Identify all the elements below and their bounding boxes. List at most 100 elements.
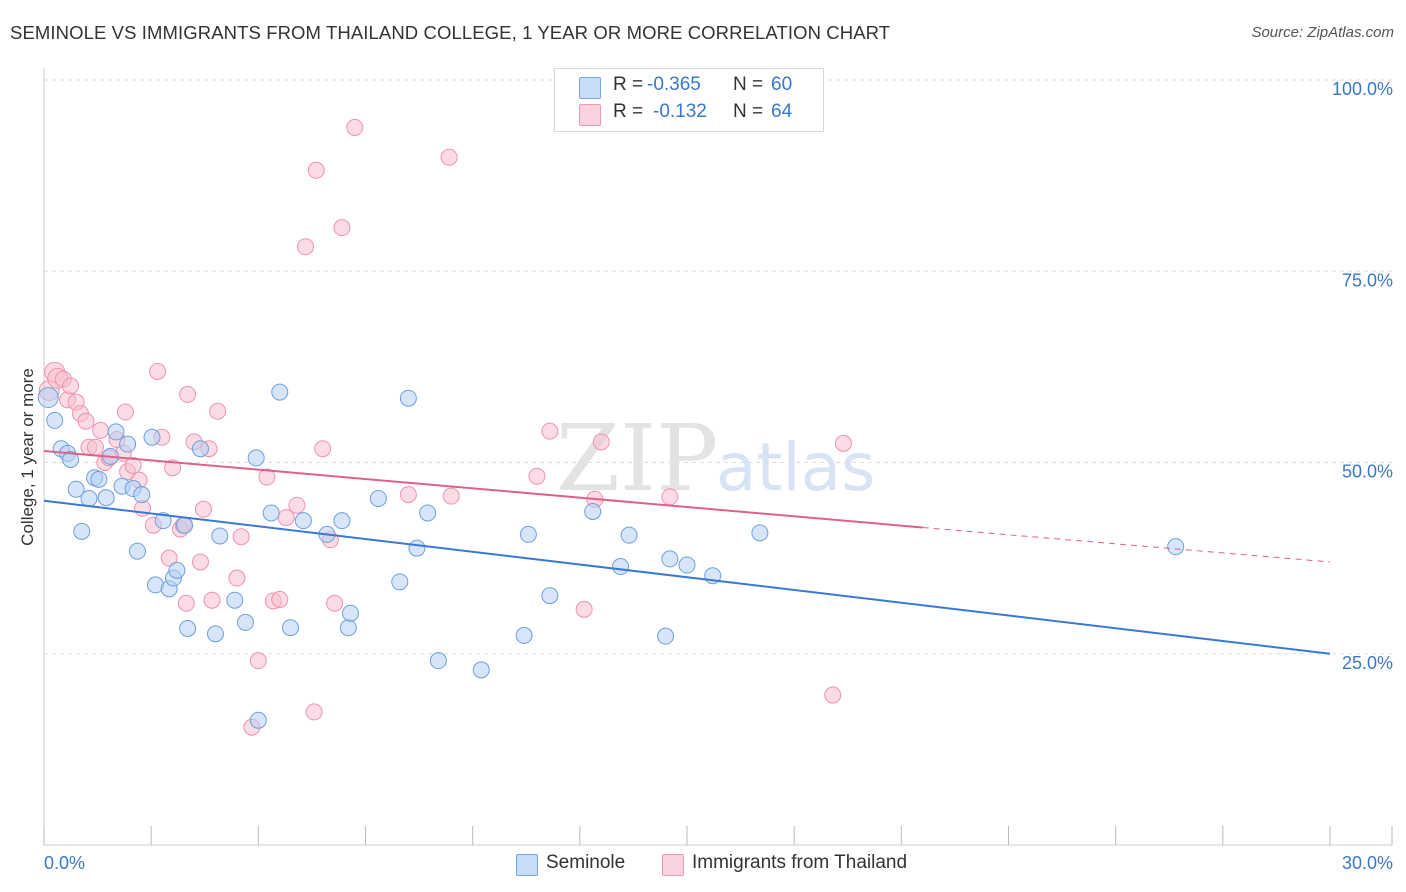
legend-r-value: -0.365 [647, 74, 701, 95]
thailand-point [824, 686, 842, 704]
x-tick-label: 30.0% [1342, 853, 1393, 873]
correlation-legend: R = -0.365 N = 60 R = -0.132 N = 64 [554, 68, 824, 132]
seminole-point [584, 502, 602, 520]
bottom-legend-swatch-thailand [662, 854, 684, 876]
seminole-trend-line [43, 499, 1331, 655]
thailand-point [160, 549, 178, 567]
seminole-point [472, 661, 490, 679]
legend-r-label: R = [613, 101, 644, 122]
seminole-point [271, 383, 289, 401]
seminole-point [678, 556, 696, 574]
seminole-point [341, 604, 359, 622]
thailand-point [149, 362, 167, 380]
seminole-point [541, 587, 559, 605]
seminole-point [519, 525, 537, 543]
seminole-point [661, 550, 679, 568]
seminole-point [62, 450, 80, 468]
seminole-point [515, 626, 533, 644]
thailand-trend-line [43, 450, 923, 529]
thailand-point [440, 148, 458, 166]
bottom-legend-label-seminole: Seminole [546, 852, 626, 873]
legend-n-label: N = [733, 101, 764, 122]
thailand-point [249, 652, 267, 670]
thailand-point [333, 219, 351, 237]
thailand-point [232, 528, 250, 546]
seminole-point [154, 512, 172, 530]
thailand-point [228, 569, 246, 587]
thailand-point [77, 412, 95, 430]
seminole-point [143, 428, 161, 446]
thailand-point [307, 161, 325, 179]
watermark-zip: ZIP [556, 405, 718, 512]
seminole-point [211, 527, 229, 545]
thailand-point [346, 118, 364, 136]
thailand-point [296, 238, 314, 256]
y-axis-label: College, 1 year or more [18, 368, 37, 546]
axes [43, 68, 1393, 846]
thailand-trend-extension [922, 527, 1331, 563]
thailand-point [116, 403, 134, 421]
y-tick-label: 25.0% [1342, 653, 1393, 673]
seminole-point [391, 573, 409, 591]
seminole-point [281, 619, 299, 637]
y-tick-label: 100.0% [1332, 79, 1393, 99]
seminole-point [226, 591, 244, 609]
thailand-point [124, 457, 142, 475]
thailand-point [92, 421, 110, 439]
watermark-atlas: atlas [716, 429, 876, 506]
y-tick-label: 75.0% [1342, 270, 1393, 290]
seminole-point [657, 627, 675, 645]
gridlines [44, 79, 1392, 655]
seminole-point [191, 440, 209, 458]
seminole-point [73, 522, 91, 540]
seminole-point [262, 504, 280, 522]
thailand-point [271, 590, 289, 608]
legend-r-value: -0.132 [653, 101, 707, 122]
seminole-point [80, 489, 98, 507]
seminole-point [612, 558, 630, 576]
trend-lines [43, 450, 1331, 655]
tick-labels: 25.0% 50.0% 75.0% 100.0% 0.0% 30.0% [44, 79, 1393, 873]
seminole-point [46, 411, 64, 429]
seminole-point [67, 480, 85, 498]
seminole-point [37, 386, 59, 408]
legend-swatch-thailand [579, 104, 601, 126]
seminole-point [751, 524, 769, 542]
bottom-legend-swatch-seminole [516, 854, 538, 876]
seminole-point [429, 652, 447, 670]
seminole-point [236, 613, 254, 631]
thailand-point [203, 591, 221, 609]
thailand-point [191, 553, 209, 571]
seminole-point [119, 435, 137, 453]
seminole-point [339, 619, 357, 637]
watermark: ZIP atlas [556, 405, 876, 512]
seminole-point [107, 423, 125, 441]
thailand-point [661, 488, 679, 506]
thailand-point [326, 594, 344, 612]
thailand-point [541, 422, 559, 440]
thailand-point [528, 467, 546, 485]
thailand-point [209, 402, 227, 420]
legend-swatch-seminole [579, 77, 601, 99]
seminole-point [176, 516, 194, 534]
seminole-point [1167, 538, 1185, 556]
seminole-point [90, 470, 108, 488]
seminole-point [179, 620, 197, 638]
seminole-point [133, 486, 151, 504]
seminole-point [97, 489, 115, 507]
seminole-point [419, 504, 437, 522]
thailand-point [592, 433, 610, 451]
seminole-point [333, 512, 351, 530]
thailand-point [179, 385, 197, 403]
thailand-point [399, 486, 417, 504]
series-seminole-points [37, 383, 1185, 729]
legend-n-label: N = [733, 74, 764, 95]
thailand-point [258, 468, 276, 486]
y-tick-label: 50.0% [1342, 462, 1393, 482]
legend-r-label: R = [613, 74, 644, 95]
thailand-point [575, 600, 593, 618]
seminole-point [399, 389, 417, 407]
thailand-point [442, 487, 460, 505]
seminole-point [408, 539, 426, 557]
